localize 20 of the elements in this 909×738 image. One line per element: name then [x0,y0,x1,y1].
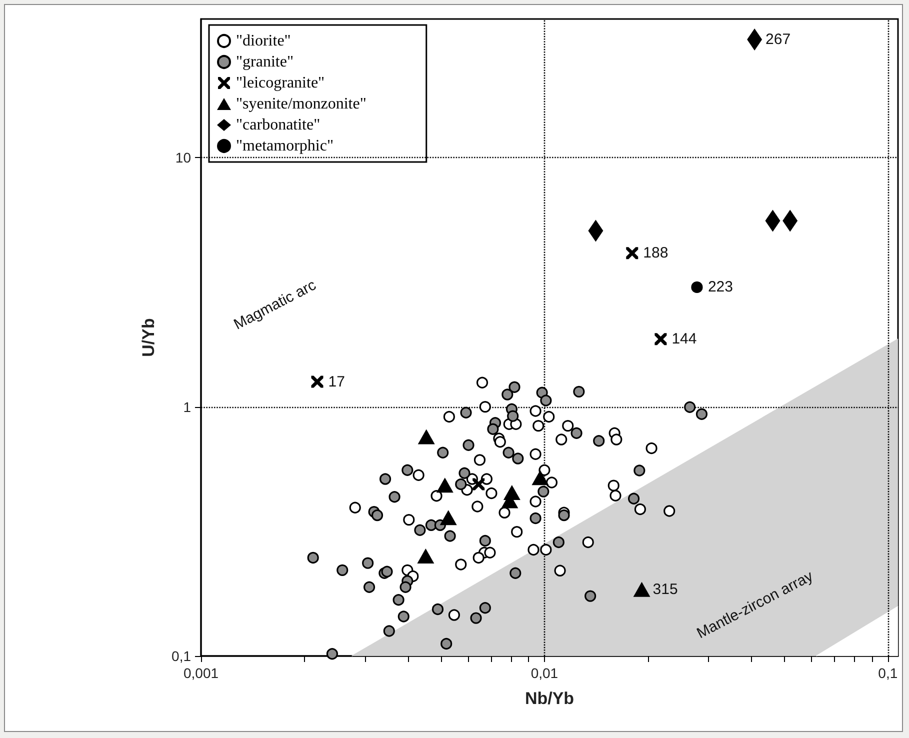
annotation: 267 [766,30,791,48]
legend-label: "carbonatite" [236,116,320,134]
legend-label: "diorite" [236,32,291,50]
x-tick-label: 0,01 [530,665,558,681]
y-tick-label: 10 [175,150,192,166]
y-axis-title: U/Yb [139,318,158,357]
y-tick-label: 0,1 [172,648,192,664]
annotation: 223 [708,278,733,296]
y-tick-label: 1 [183,398,192,415]
annotation: 144 [672,330,697,348]
annotation: 17 [328,373,345,390]
legend-label: "leicogranite" [236,74,325,92]
x-axis-title: Nb/Yb [524,689,574,708]
legend-label: "metamorphic" [236,138,334,154]
x-tick-label: 0,001 [183,665,219,681]
x-tick-label: 0,1 [878,665,898,681]
legend-label: "syenite/monzonite" [236,96,366,112]
legend-label: "granite" [236,54,294,70]
annotation: 315 [652,580,678,598]
annotation: 188 [643,244,668,262]
